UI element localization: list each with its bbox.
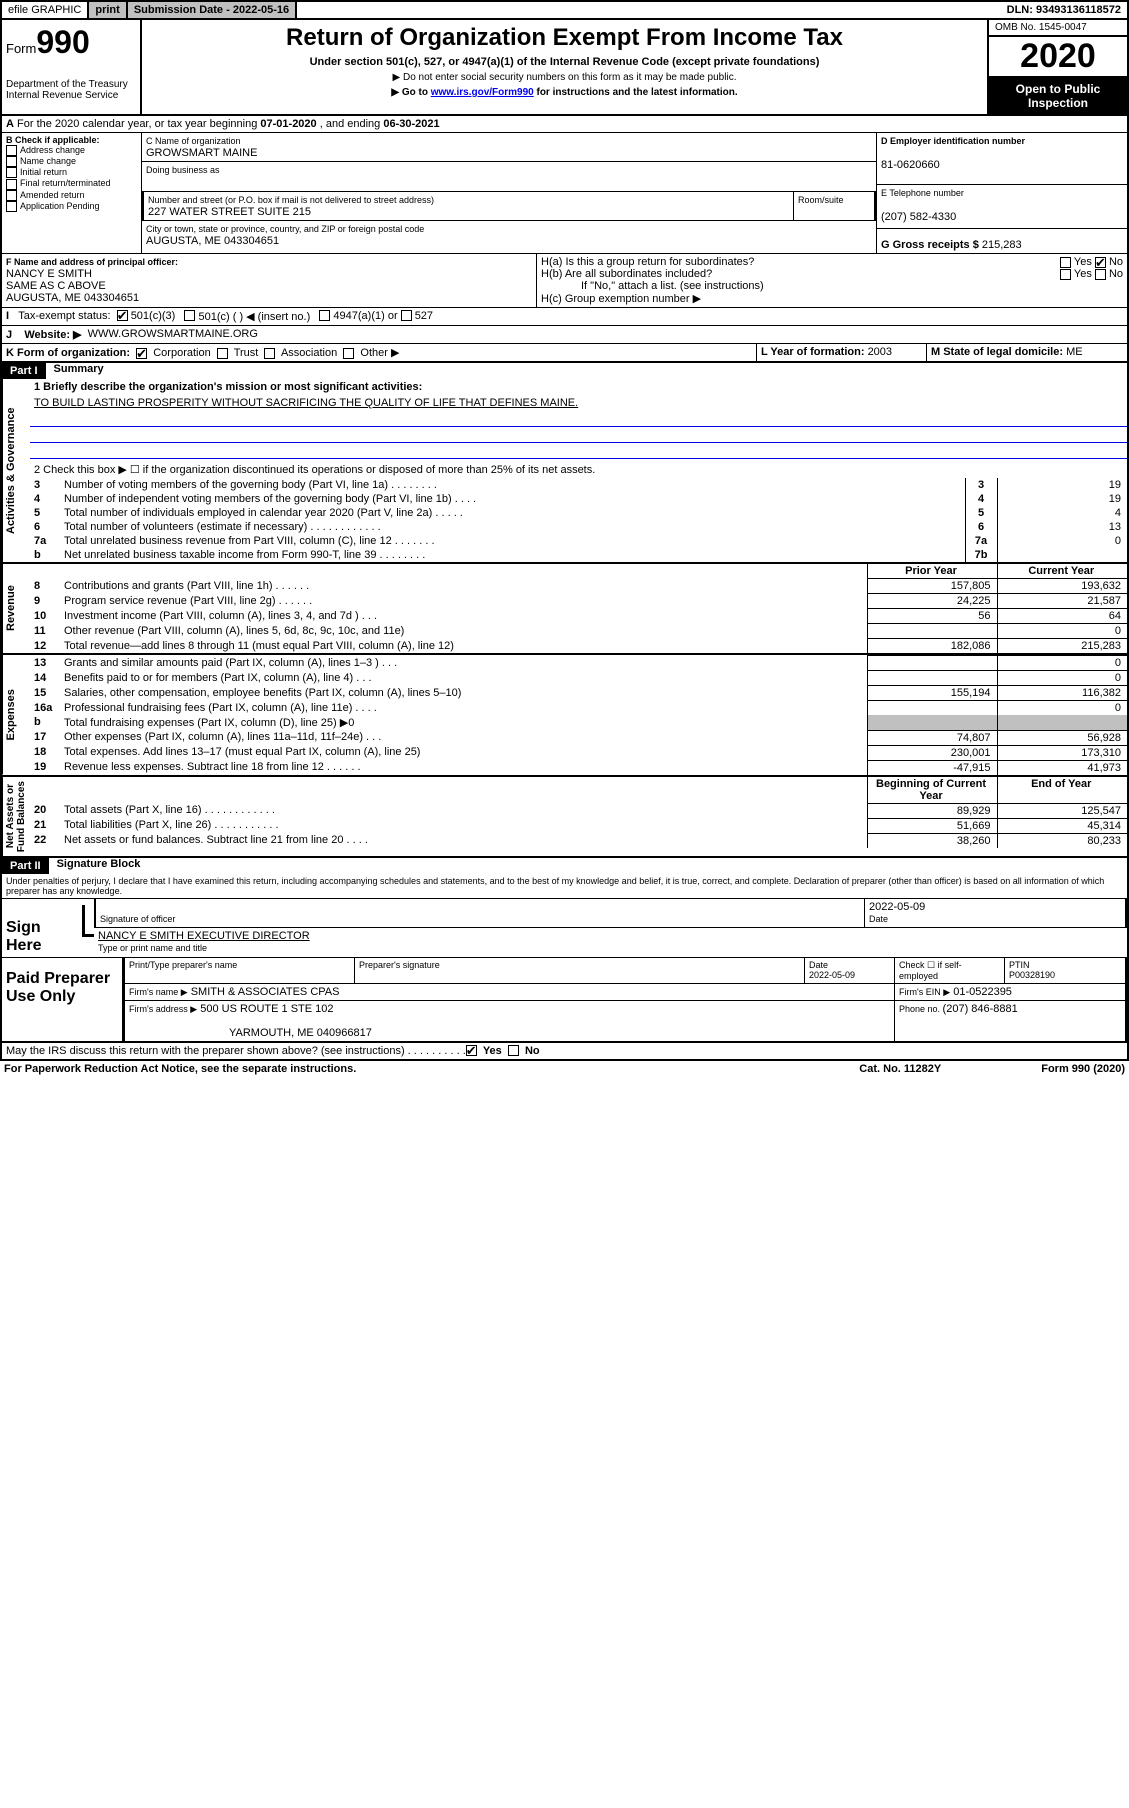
officer-addr1: SAME AS C ABOVE xyxy=(6,280,106,292)
g-label: G Gross receipts $ xyxy=(881,239,982,251)
inspection-badge: Open to Public Inspection xyxy=(989,78,1127,114)
ptin: P00328190 xyxy=(1009,970,1055,980)
part1-header: Part ISummary xyxy=(0,363,1129,379)
ein: 81-0620660 xyxy=(881,159,940,171)
discuss-yes[interactable] xyxy=(466,1045,477,1056)
527-checkbox[interactable] xyxy=(401,310,412,321)
b-checkbox[interactable] xyxy=(6,167,17,178)
mission: TO BUILD LASTING PROSPERITY WITHOUT SACR… xyxy=(30,395,1127,411)
firm-ein: 01-0522395 xyxy=(953,986,1012,998)
501c3-checkbox[interactable] xyxy=(117,310,128,321)
org-name: GROWSMART MAINE xyxy=(146,147,257,159)
line-a: A For the 2020 calendar year, or tax yea… xyxy=(0,116,1129,133)
firm-phone: (207) 846-8881 xyxy=(943,1003,1018,1015)
b-checkbox[interactable] xyxy=(6,145,17,156)
officer-sig-name: NANCY E SMITH EXECUTIVE DIRECTOR xyxy=(98,930,310,942)
submission-date: Submission Date - 2022-05-16 xyxy=(128,2,297,18)
city-label: City or town, state or province, country… xyxy=(146,224,424,234)
b-checkbox[interactable] xyxy=(6,179,17,190)
hb-yes[interactable] xyxy=(1060,269,1071,280)
f-label: F Name and address of principal officer: xyxy=(6,257,178,267)
phone: (207) 582-4330 xyxy=(881,211,956,223)
domicile-state: ME xyxy=(1066,346,1083,358)
line-i: I Tax-exempt status: 501(c)(3) 501(c) ( … xyxy=(0,308,1129,326)
k-assoc[interactable] xyxy=(264,348,275,359)
prep-date: 2022-05-09 xyxy=(809,970,855,980)
print-button[interactable]: print xyxy=(89,2,127,18)
firm-addr2: YARMOUTH, ME 040966817 xyxy=(229,1027,372,1039)
4947-checkbox[interactable] xyxy=(319,310,330,321)
line-klm: K Form of organization: Corporation Trus… xyxy=(0,344,1129,363)
irs-link[interactable]: www.irs.gov/Form990 xyxy=(431,87,534,98)
part2-header: Part IISignature Block xyxy=(0,858,1129,874)
hc-label: H(c) Group exemption number ▶ xyxy=(541,292,1123,305)
b-checkbox[interactable] xyxy=(6,190,17,201)
ssn-notice: ▶ Do not enter social security numbers o… xyxy=(146,72,983,83)
ha-label: H(a) Is this a group return for subordin… xyxy=(541,256,754,268)
footer: For Paperwork Reduction Act Notice, see … xyxy=(0,1061,1129,1077)
officer-name: NANCY E SMITH xyxy=(6,268,92,280)
b-label: B Check if applicable: xyxy=(6,135,100,145)
k-corp[interactable] xyxy=(136,348,147,359)
efile-label: efile GRAPHIC xyxy=(2,2,89,18)
sidebar-exp: Expenses xyxy=(2,655,30,775)
discuss-line: May the IRS discuss this return with the… xyxy=(0,1043,1129,1061)
b-checkbox[interactable] xyxy=(6,201,17,212)
declaration: Under penalties of perjury, I declare th… xyxy=(0,874,1129,899)
entity-block: B Check if applicable: Address changeNam… xyxy=(0,133,1129,253)
sidebar-rev: Revenue xyxy=(2,564,30,653)
goto-notice: ▶ Go to www.irs.gov/Form990 for instruct… xyxy=(146,87,983,98)
sidebar-na: Net Assets or Fund Balances xyxy=(2,777,30,856)
firm-addr1: 500 US ROUTE 1 STE 102 xyxy=(200,1003,333,1015)
omb-number: OMB No. 1545-0047 xyxy=(989,20,1127,37)
department: Department of the Treasury Internal Reve… xyxy=(6,79,136,101)
tax-year: 2020 xyxy=(989,37,1127,78)
dba-label: Doing business as xyxy=(146,165,220,175)
subtitle: Under section 501(c), 527, or 4947(a)(1)… xyxy=(146,56,983,68)
d-label: D Employer identification number xyxy=(881,136,1025,146)
hb-label: H(b) Are all subordinates included? xyxy=(541,268,712,280)
form-number: 990 xyxy=(36,24,89,60)
officer-addr2: AUGUSTA, ME 043304651 xyxy=(6,292,139,304)
discuss-no[interactable] xyxy=(508,1045,519,1056)
website: WWW.GROWSMARTMAINE.ORG xyxy=(88,328,258,341)
room-label: Room/suite xyxy=(798,195,844,205)
gross-receipts: 215,283 xyxy=(982,239,1022,251)
ha-yes[interactable] xyxy=(1060,257,1071,268)
form-title: Return of Organization Exempt From Incom… xyxy=(146,24,983,52)
paid-preparer-block: Paid Preparer Use Only Print/Type prepar… xyxy=(0,958,1129,1043)
f-h-block: F Name and address of principal officer:… xyxy=(0,253,1129,308)
year-formation: 2003 xyxy=(868,346,892,358)
sign-here: Sign Here xyxy=(2,899,82,957)
form-word: Form xyxy=(6,41,36,56)
k-other[interactable] xyxy=(343,348,354,359)
sidebar-ag: Activities & Governance xyxy=(2,379,30,562)
street: 227 WATER STREET SUITE 215 xyxy=(148,206,311,218)
501c-checkbox[interactable] xyxy=(184,310,195,321)
b-checkbox[interactable] xyxy=(6,156,17,167)
city: AUGUSTA, ME 043304651 xyxy=(146,235,279,247)
street-label: Number and street (or P.O. box if mail i… xyxy=(148,195,434,205)
summary-table: Activities & Governance 1 Briefly descri… xyxy=(0,379,1129,564)
dln: DLN: 93493136118572 xyxy=(1001,2,1127,18)
k-trust[interactable] xyxy=(217,348,228,359)
line-j: J Website: ▶ WWW.GROWSMARTMAINE.ORG xyxy=(0,326,1129,344)
ha-no[interactable] xyxy=(1095,257,1106,268)
sign-date: 2022-05-09 xyxy=(869,901,925,913)
h-note: If "No," attach a list. (see instruction… xyxy=(541,280,1123,292)
sign-block: Sign Here Signature of officer2022-05-09… xyxy=(0,899,1129,958)
e-label: E Telephone number xyxy=(881,188,964,198)
top-bar: efile GRAPHIC print Submission Date - 20… xyxy=(0,0,1129,20)
c-name-label: C Name of organization xyxy=(146,136,241,146)
hb-no[interactable] xyxy=(1095,269,1106,280)
paid-preparer-title: Paid Preparer Use Only xyxy=(2,958,122,1041)
firm-name: SMITH & ASSOCIATES CPAS xyxy=(191,986,340,998)
form-header: Form990 Department of the Treasury Inter… xyxy=(0,20,1129,116)
